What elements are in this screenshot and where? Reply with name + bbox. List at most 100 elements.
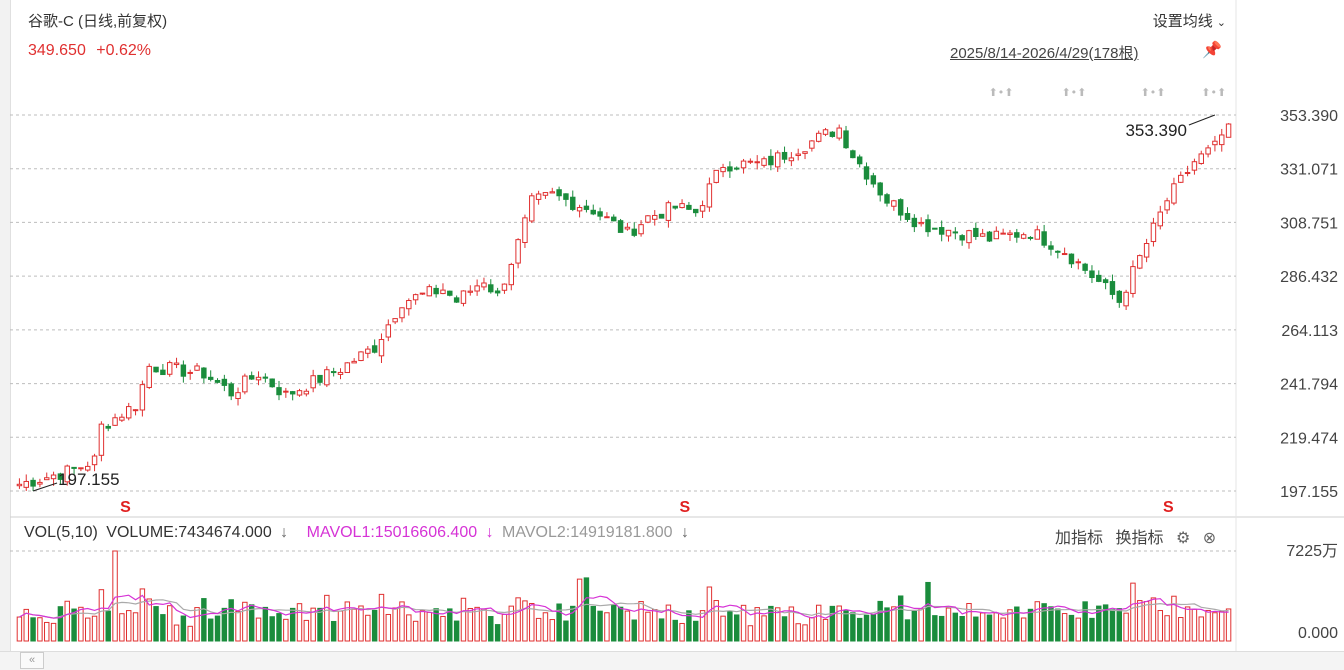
volume-bar [843, 610, 849, 642]
volume-bar [597, 610, 603, 642]
candle-body [399, 307, 405, 319]
candle-body [850, 150, 856, 159]
timeline-scrollbar[interactable] [0, 651, 1344, 670]
candle-body [378, 339, 385, 357]
gear-icon[interactable]: ⚙ [1175, 530, 1191, 547]
candle-body [822, 129, 829, 135]
candle-body [836, 127, 842, 139]
volume-bar [679, 622, 685, 642]
price-change: +0.62% [96, 42, 152, 59]
candle-body [262, 376, 269, 379]
volume-bar [317, 607, 323, 642]
candle-body [248, 375, 255, 380]
volume-bar [973, 616, 979, 642]
candle-body [740, 160, 747, 169]
pin-icon[interactable]: 📌 [1202, 42, 1222, 59]
candle-body [535, 193, 542, 200]
candle-body [986, 231, 993, 242]
candle-body [85, 465, 91, 471]
volume-bar [1014, 606, 1020, 642]
volume-bar [310, 607, 316, 642]
price-tick-label: 241.794 [1280, 377, 1338, 394]
candle-body [911, 217, 918, 228]
volume-bar [570, 605, 576, 642]
volume-bar [727, 611, 733, 642]
volume-bar [747, 625, 754, 642]
volume-bar [542, 612, 549, 642]
candle-body [508, 263, 515, 286]
price-tick-label: 264.113 [1281, 323, 1338, 340]
volume-bar [1000, 617, 1006, 642]
candle-body [358, 351, 364, 362]
volume-bar [447, 608, 453, 642]
add-indicator-button[interactable]: 加指标 [1055, 530, 1104, 547]
candle-body [699, 205, 706, 212]
volume-bar [590, 605, 596, 642]
candle-body [201, 367, 207, 379]
volume-bar [1034, 601, 1041, 642]
candle-body [221, 378, 228, 386]
candle-body [64, 465, 70, 483]
candle-body [1178, 174, 1184, 183]
volume-bar [706, 586, 713, 642]
candle-body [515, 239, 521, 264]
candle-body [310, 375, 316, 389]
candle-body [385, 324, 392, 338]
candle-body [37, 481, 43, 485]
volume-bar [1143, 601, 1150, 642]
down-arrow-icon: ↓ [485, 524, 494, 541]
candle-body [440, 289, 446, 295]
event-marker-icon: ⬆•⬆ [1140, 86, 1165, 99]
candle-body [214, 379, 221, 383]
candle-body [768, 155, 774, 166]
volume-bar [71, 608, 77, 642]
volume-bar [508, 605, 515, 642]
volume-bar [815, 604, 822, 642]
volume-bar [1212, 612, 1218, 642]
volume-bar [330, 620, 337, 642]
candle-body [1055, 250, 1061, 253]
volume-bar [1178, 617, 1184, 642]
event-marker-icon: ⬆•⬆ [988, 86, 1013, 99]
volume-bar [1007, 609, 1013, 642]
volume-bar [576, 578, 583, 642]
volume-bar [897, 595, 904, 642]
volume-bar [146, 598, 152, 642]
volume-bar [802, 624, 808, 642]
volume-bar [740, 604, 747, 642]
sell-signal-marker: S [1163, 499, 1174, 516]
volume-bar [365, 614, 371, 642]
candle-body [679, 203, 685, 209]
volume-bar [119, 613, 125, 642]
candle-body [727, 166, 733, 172]
volume-bar [37, 617, 43, 642]
scroll-left-button[interactable]: « [20, 652, 44, 669]
volume-bar [966, 603, 972, 642]
candle-body [549, 191, 555, 194]
candle-body [624, 226, 631, 230]
candle-body [324, 369, 330, 386]
volume-bar [139, 588, 146, 642]
close-icon[interactable]: ⊗ [1202, 530, 1217, 547]
candle-body [1082, 263, 1088, 271]
candle-body [112, 417, 118, 426]
candle-body [494, 290, 501, 294]
volume-bar [1150, 597, 1157, 642]
candle-body [180, 364, 187, 377]
candle-body [16, 483, 23, 487]
candle-body [973, 227, 979, 237]
candle-body [228, 383, 234, 397]
volume-bar [378, 593, 385, 642]
switch-indicator-button[interactable]: 换指标 [1115, 530, 1164, 547]
price-tick-label: 308.751 [1280, 215, 1338, 232]
candle-body [1102, 279, 1109, 284]
volume-bar [713, 600, 719, 642]
volume-bar [262, 606, 269, 642]
last-price: 349.650 [28, 42, 86, 59]
candle-body [522, 217, 528, 244]
volume-bar [911, 610, 918, 642]
date-range-selector[interactable]: 2025/8/14-2026/4/29(178根) [950, 45, 1139, 62]
ma-settings-button[interactable]: 设置均线 ⌄ [1153, 10, 1226, 31]
volume-bar [23, 608, 29, 642]
